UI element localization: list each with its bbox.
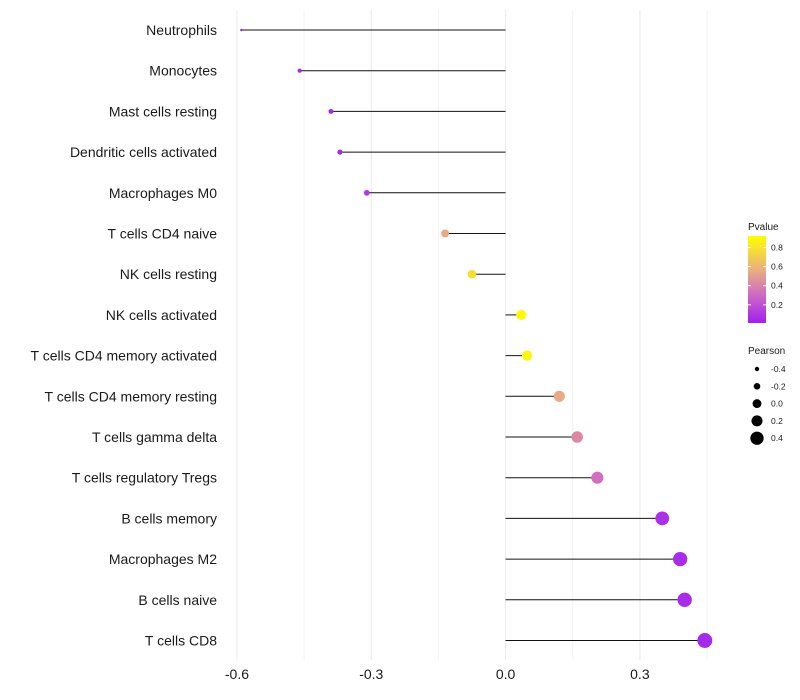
pvalue-colorbar	[748, 236, 766, 323]
data-point	[297, 68, 302, 73]
stems	[241, 29, 705, 641]
size-legend-label: 0.4	[771, 433, 783, 443]
colorbar-tick-label: 0.6	[771, 262, 783, 272]
colorbar-tick-label: 0.2	[771, 300, 783, 310]
category-label: NK cells activated	[106, 307, 217, 323]
data-point	[516, 309, 527, 320]
data-point	[467, 269, 477, 279]
size-legend-label: 0.0	[771, 399, 783, 409]
x-tick-label: -0.6	[225, 666, 249, 682]
data-point	[328, 108, 334, 114]
data-point	[553, 390, 565, 402]
x-tick-label: 0.3	[630, 666, 650, 682]
data-point	[677, 592, 692, 607]
pvalue-legend-title: Pvalue	[748, 222, 779, 233]
data-point	[591, 471, 604, 484]
x-axis-ticks: -0.6 -0.3 0.0 0.3	[225, 666, 650, 682]
category-label: T cells CD4 memory resting	[45, 388, 217, 404]
data-point	[655, 511, 670, 526]
grid-lines	[236, 10, 708, 660]
data-point	[337, 149, 343, 155]
data-point	[673, 551, 688, 567]
data-point	[571, 431, 583, 443]
pearson-legend-title: Pearson	[748, 346, 785, 357]
size-legend-label: -0.4	[771, 364, 786, 374]
size-legend-dot	[754, 366, 760, 372]
category-labels: Neutrophils Monocytes Mast cells resting De…	[31, 22, 218, 649]
category-label: Dendritic cells activated	[70, 144, 217, 160]
category-label: Monocytes	[149, 63, 217, 79]
pvalue-legend: Pvalue 0.8 0.6 0.4 0.2	[748, 222, 783, 323]
size-legend-label: -0.2	[771, 381, 786, 391]
colorbar-tick-label: 0.4	[771, 281, 783, 291]
category-label: Mast cells resting	[109, 103, 217, 119]
category-label: NK cells resting	[120, 266, 217, 282]
category-label: Neutrophils	[146, 22, 217, 38]
category-label: B cells memory	[121, 510, 217, 526]
pearson-legend: Pearson -0.4 -0.2 0.0 0.2 0.4	[748, 346, 786, 445]
colorbar-tick-label: 0.8	[771, 242, 783, 252]
data-point	[240, 28, 243, 32]
size-legend-dot	[753, 382, 761, 390]
category-label: T cells CD4 memory activated	[31, 348, 217, 364]
size-legend-label: 0.2	[771, 416, 783, 426]
category-label: Macrophages M0	[109, 185, 217, 201]
points	[240, 28, 713, 648]
data-point	[441, 229, 450, 238]
size-legend-dot	[751, 415, 763, 427]
size-legend-dot	[752, 399, 762, 409]
size-legend-dot	[750, 431, 764, 445]
category-label: T cells gamma delta	[92, 429, 217, 445]
x-tick-label: -0.3	[359, 666, 383, 682]
category-label: B cells naive	[138, 592, 217, 608]
data-point	[697, 633, 713, 648]
category-label: T cells regulatory Tregs	[72, 470, 217, 486]
data-point	[363, 189, 370, 196]
x-tick-label: 0.0	[496, 666, 516, 682]
category-label: Macrophages M2	[109, 551, 217, 567]
category-label: T cells CD4 naive	[108, 226, 218, 242]
data-point	[521, 350, 533, 361]
category-label: T cells CD8	[145, 633, 217, 649]
